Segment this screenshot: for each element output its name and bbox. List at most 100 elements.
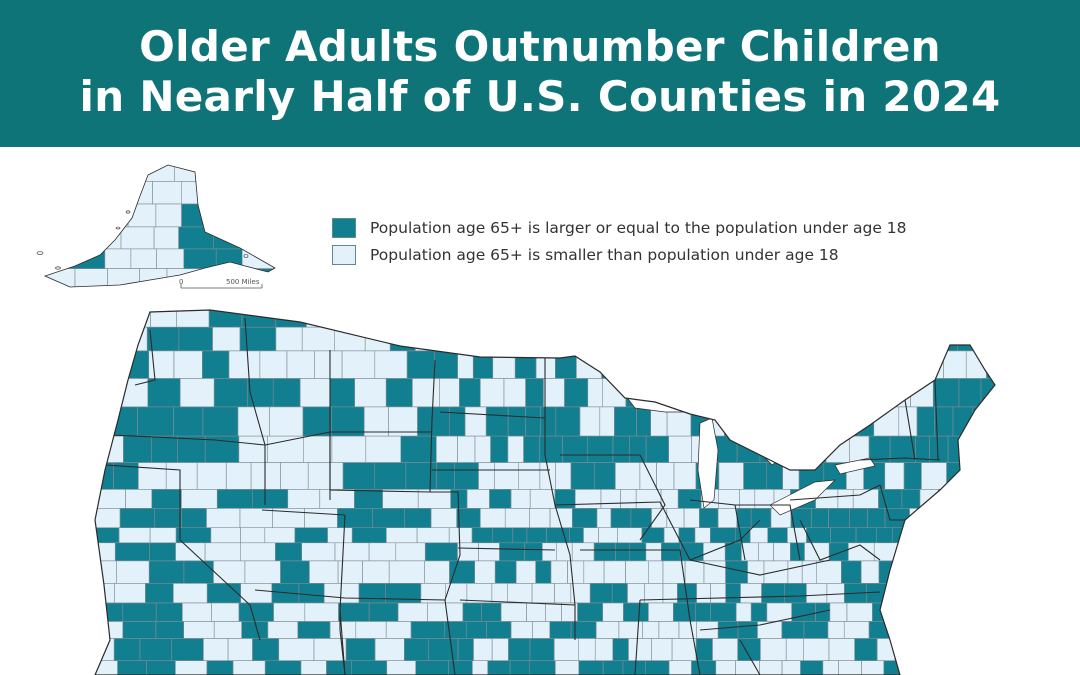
county-cell (671, 638, 697, 662)
county-cell (300, 660, 327, 675)
county-cell (1009, 300, 1029, 327)
county-cell (593, 542, 616, 562)
county-cell (166, 268, 202, 287)
county-cell (327, 527, 353, 544)
county-cell (275, 310, 307, 328)
scale-bar-start: 0 (179, 278, 183, 286)
county-cell (427, 602, 464, 622)
county-cell (202, 406, 239, 437)
county-cell (993, 527, 995, 544)
county-cell (946, 583, 973, 604)
county-cell (759, 435, 782, 463)
county-cell (345, 638, 376, 662)
county-cell (664, 378, 684, 408)
county-cell (846, 602, 873, 622)
county-cell (903, 660, 923, 675)
county-cell (943, 542, 968, 562)
county-cell (412, 378, 440, 408)
county-cell (583, 527, 599, 544)
county-cell (623, 602, 649, 622)
county-cell (444, 326, 463, 352)
county-cell (747, 560, 765, 584)
county-cell (749, 527, 769, 544)
county-cell (661, 350, 682, 379)
county-cell (642, 621, 660, 639)
county-cell (976, 621, 992, 639)
county-cell (598, 527, 619, 544)
county-cell (782, 462, 800, 490)
county-cell (580, 310, 605, 328)
county-cell (153, 226, 179, 250)
county-cell (213, 621, 242, 639)
county-cell (478, 462, 496, 490)
county-cell (504, 508, 531, 529)
county-cell (500, 602, 527, 622)
county-cell (991, 660, 995, 675)
county-cell (45, 165, 79, 182)
county-cell (95, 326, 124, 352)
county-cell (694, 527, 711, 544)
county-cell (117, 660, 147, 675)
county-cell (151, 435, 178, 463)
county-cell (457, 542, 479, 562)
county-cell (921, 660, 946, 675)
county-cell (695, 602, 711, 622)
county-cell (425, 310, 454, 328)
county-cell (683, 508, 700, 529)
county-cell (155, 621, 185, 639)
county-cell (44, 290, 76, 312)
county-cell (728, 378, 750, 408)
county-cell (712, 638, 739, 662)
county-cell (116, 560, 150, 584)
county-cell (945, 621, 962, 639)
county-cell (95, 542, 116, 562)
county-cell (884, 378, 911, 408)
county-cell (611, 583, 628, 604)
county-cell (618, 621, 644, 639)
county-cell (254, 165, 275, 182)
legend-item-older-majority: Population age 65+ is larger or equal to… (332, 214, 907, 241)
county-cell (715, 660, 736, 675)
county-cell (337, 508, 373, 529)
county-cell (788, 378, 805, 408)
county-cell (827, 378, 847, 408)
county-cell (135, 290, 169, 312)
county-cell (494, 462, 519, 490)
county-cell (149, 542, 176, 562)
county-cell (554, 660, 580, 675)
county-cell (689, 310, 712, 328)
county-cell (909, 508, 932, 529)
county-cell (302, 406, 332, 437)
county-cell (885, 583, 904, 604)
county-cell (477, 310, 498, 328)
county-cell (181, 181, 209, 205)
county-cell (617, 527, 643, 544)
county-cell (171, 638, 204, 662)
county-cell (491, 583, 508, 604)
county-cell (679, 542, 704, 562)
county-cell (701, 326, 724, 352)
county-cell (497, 326, 513, 352)
county-cell (827, 621, 845, 639)
county-cell (410, 621, 446, 639)
county-cell (545, 602, 562, 622)
county-cell (648, 602, 674, 622)
county-cell (932, 378, 960, 408)
county-cell (342, 462, 375, 490)
county-cell (678, 527, 696, 544)
title-banner: Older Adults Outnumber Children in Nearl… (0, 0, 1080, 147)
county-cell (108, 290, 135, 312)
county-cell (1008, 436, 1032, 463)
county-cell (430, 508, 458, 529)
county-cell (127, 203, 157, 228)
county-cell (95, 583, 115, 604)
county-cell (196, 462, 227, 490)
county-cell (622, 660, 647, 675)
county-cell (717, 621, 739, 639)
county-cell (571, 508, 598, 529)
county-cell (130, 248, 157, 269)
county-cell (175, 542, 206, 562)
county-cell (991, 621, 995, 639)
county-cell (264, 527, 296, 544)
county-cell (515, 560, 537, 584)
